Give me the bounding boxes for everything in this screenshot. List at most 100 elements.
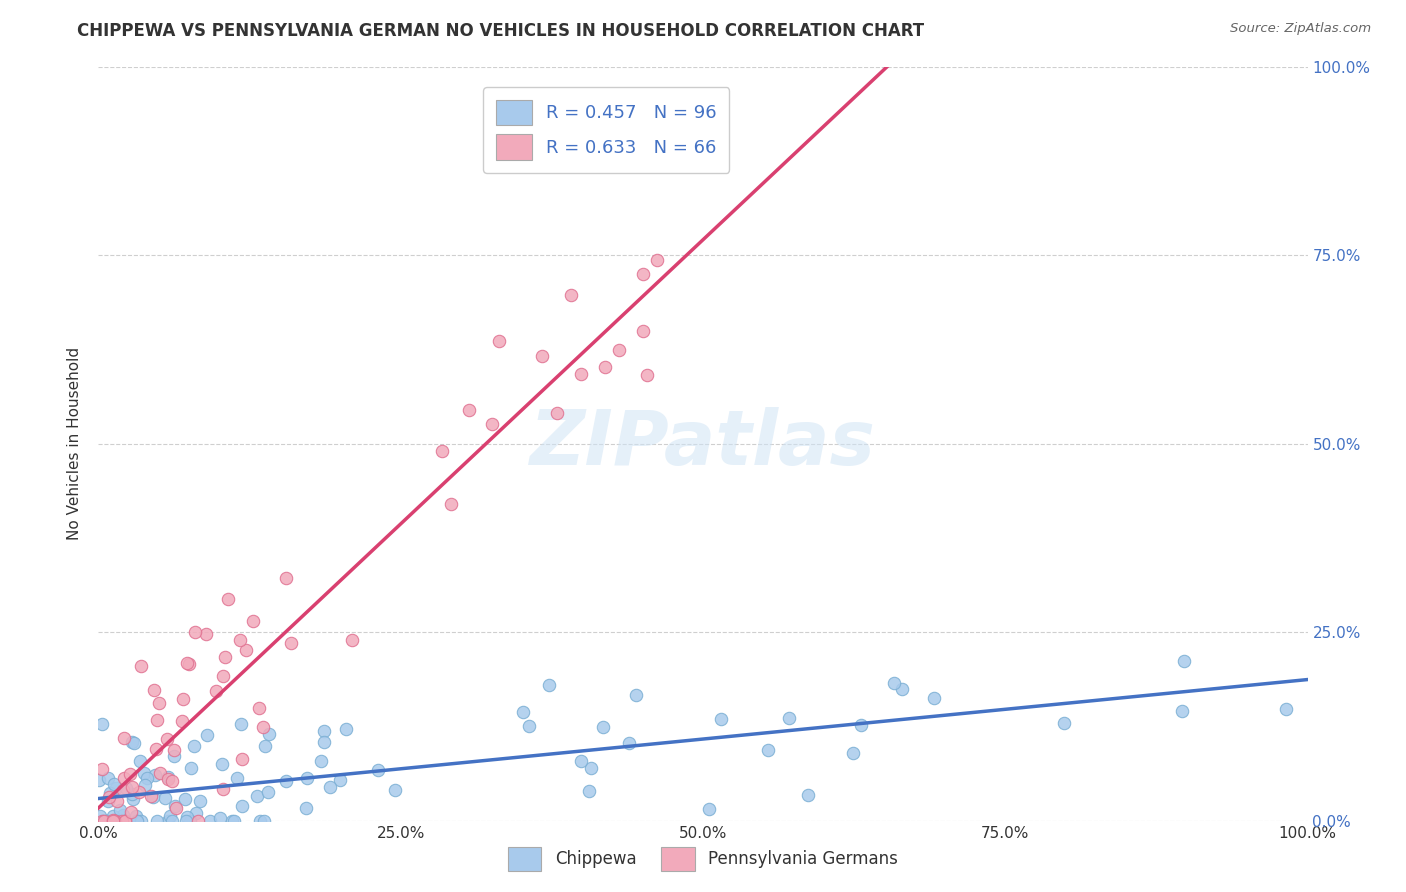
- Point: [96, 814, 118, 828]
- Point: [280, 636, 302, 650]
- Point: [295, 771, 318, 785]
- Point: [165, 800, 187, 814]
- Point: [121, 787, 143, 801]
- Point: [636, 368, 658, 382]
- Point: [163, 748, 186, 763]
- Point: [1053, 715, 1076, 730]
- Point: [922, 690, 945, 705]
- Point: [129, 814, 152, 828]
- Point: [212, 782, 235, 797]
- Point: [631, 324, 654, 338]
- Point: [697, 802, 720, 816]
- Point: [135, 771, 157, 785]
- Point: [367, 763, 389, 777]
- Point: [180, 760, 202, 774]
- Point: [581, 761, 603, 775]
- Point: [312, 723, 335, 738]
- Point: [96, 814, 118, 828]
- Point: [1171, 704, 1194, 718]
- Point: [139, 789, 162, 803]
- Point: [631, 267, 654, 281]
- Point: [108, 814, 131, 828]
- Point: [1275, 701, 1298, 715]
- Point: [162, 774, 184, 789]
- Point: [593, 360, 616, 375]
- Point: [145, 714, 167, 728]
- Point: [120, 805, 142, 819]
- Point: [103, 808, 125, 822]
- Point: [235, 642, 257, 657]
- Point: [129, 754, 152, 768]
- Point: [114, 814, 136, 828]
- Point: [132, 766, 155, 780]
- Point: [231, 798, 253, 813]
- Point: [159, 809, 181, 823]
- Text: ZIPatlas: ZIPatlas: [530, 407, 876, 481]
- Point: [115, 780, 138, 795]
- Point: [129, 658, 152, 673]
- Point: [89, 809, 111, 823]
- Point: [231, 752, 253, 766]
- Point: [101, 814, 124, 828]
- Point: [142, 682, 165, 697]
- Point: [384, 783, 406, 797]
- Point: [194, 626, 217, 640]
- Point: [488, 334, 510, 349]
- Point: [91, 814, 114, 828]
- Point: [149, 766, 172, 780]
- Point: [188, 794, 211, 808]
- Point: [122, 736, 145, 750]
- Point: [221, 814, 243, 828]
- Point: [176, 656, 198, 670]
- Point: [105, 780, 128, 795]
- Point: [340, 632, 363, 647]
- Point: [624, 688, 647, 702]
- Point: [165, 798, 187, 813]
- Point: [546, 406, 568, 420]
- Point: [430, 443, 453, 458]
- Point: [796, 788, 818, 802]
- Point: [183, 739, 205, 753]
- Point: [569, 754, 592, 768]
- Point: [97, 790, 120, 805]
- Point: [179, 814, 201, 828]
- Point: [112, 808, 135, 822]
- Point: [578, 783, 600, 797]
- Point: [121, 780, 143, 794]
- Point: [276, 571, 298, 585]
- Point: [617, 736, 640, 750]
- Point: [148, 696, 170, 710]
- Text: CHIPPEWA VS PENNSYLVANIA GERMAN NO VEHICLES IN HOUSEHOLD CORRELATION CHART: CHIPPEWA VS PENNSYLVANIA GERMAN NO VEHIC…: [77, 22, 925, 40]
- Point: [145, 742, 167, 756]
- Point: [208, 811, 231, 825]
- Point: [440, 497, 463, 511]
- Point: [228, 632, 250, 647]
- Point: [143, 768, 166, 782]
- Point: [183, 625, 205, 640]
- Point: [173, 791, 195, 805]
- Point: [231, 716, 253, 731]
- Point: [112, 771, 135, 785]
- Point: [530, 350, 553, 364]
- Point: [224, 814, 246, 828]
- Point: [778, 711, 800, 725]
- Point: [153, 791, 176, 805]
- Point: [179, 657, 201, 671]
- Point: [214, 650, 236, 665]
- Point: [104, 814, 127, 828]
- Point: [458, 402, 481, 417]
- Point: [842, 747, 865, 761]
- Point: [142, 789, 165, 804]
- Point: [90, 762, 112, 776]
- Point: [103, 813, 125, 827]
- Point: [170, 714, 193, 728]
- Point: [538, 678, 561, 692]
- Point: [592, 719, 614, 733]
- Point: [172, 692, 194, 706]
- Legend: R = 0.457   N = 96, R = 0.633   N = 66: R = 0.457 N = 96, R = 0.633 N = 66: [484, 87, 730, 173]
- Point: [127, 814, 149, 828]
- Point: [212, 669, 235, 683]
- Point: [329, 772, 352, 787]
- Point: [162, 743, 184, 757]
- Point: [105, 794, 128, 808]
